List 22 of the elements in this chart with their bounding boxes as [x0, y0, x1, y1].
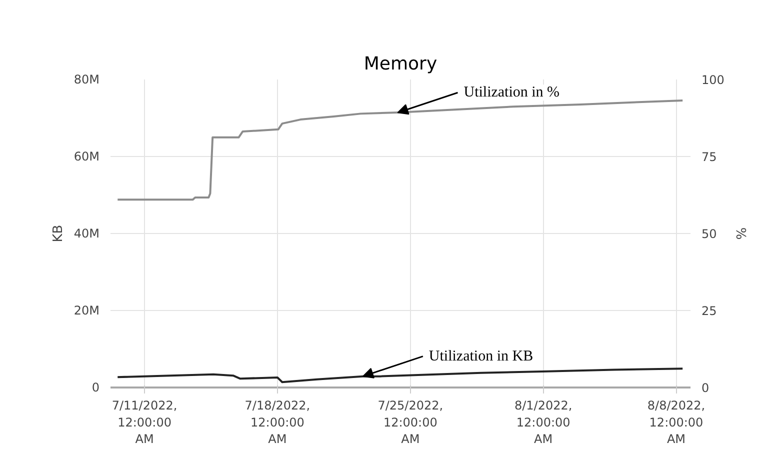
y-tick-label: 20M [74, 304, 100, 318]
y-tick-label: 0 [92, 380, 100, 394]
x-tick-label: 7/11/2022, 12:00:00 AM [112, 398, 178, 446]
y2-tick-label: 0 [702, 381, 710, 395]
x-tick-label: 7/25/2022, 12:00:00 AM [378, 398, 444, 446]
chart-title: Memory [364, 54, 438, 74]
x-tick-label: 8/8/2022, 12:00:00 AM [647, 398, 706, 446]
y-axis-title: KB [50, 224, 66, 242]
x-tick-label: 8/1/2022, 12:00:00 AM [514, 398, 572, 446]
y2-tick-label: 50 [702, 227, 717, 241]
line-series [116, 99, 684, 201]
x-tick-label: 7/18/2022, 12:00:00 AM [244, 398, 310, 446]
y-tick-label: 60M [74, 150, 100, 164]
annotation: Utilization in % [464, 84, 560, 101]
y-tick-label: 40M [74, 226, 100, 240]
y2-tick-label: 75 [702, 150, 717, 164]
annotation: Utilization in KB [428, 348, 534, 364]
y2-axis-title: % [732, 227, 748, 240]
y-tick-label: 80M [74, 72, 100, 86]
y2-tick-label: 100 [702, 73, 724, 87]
y2-tick-label: 25 [702, 304, 717, 318]
line-series [116, 368, 684, 384]
